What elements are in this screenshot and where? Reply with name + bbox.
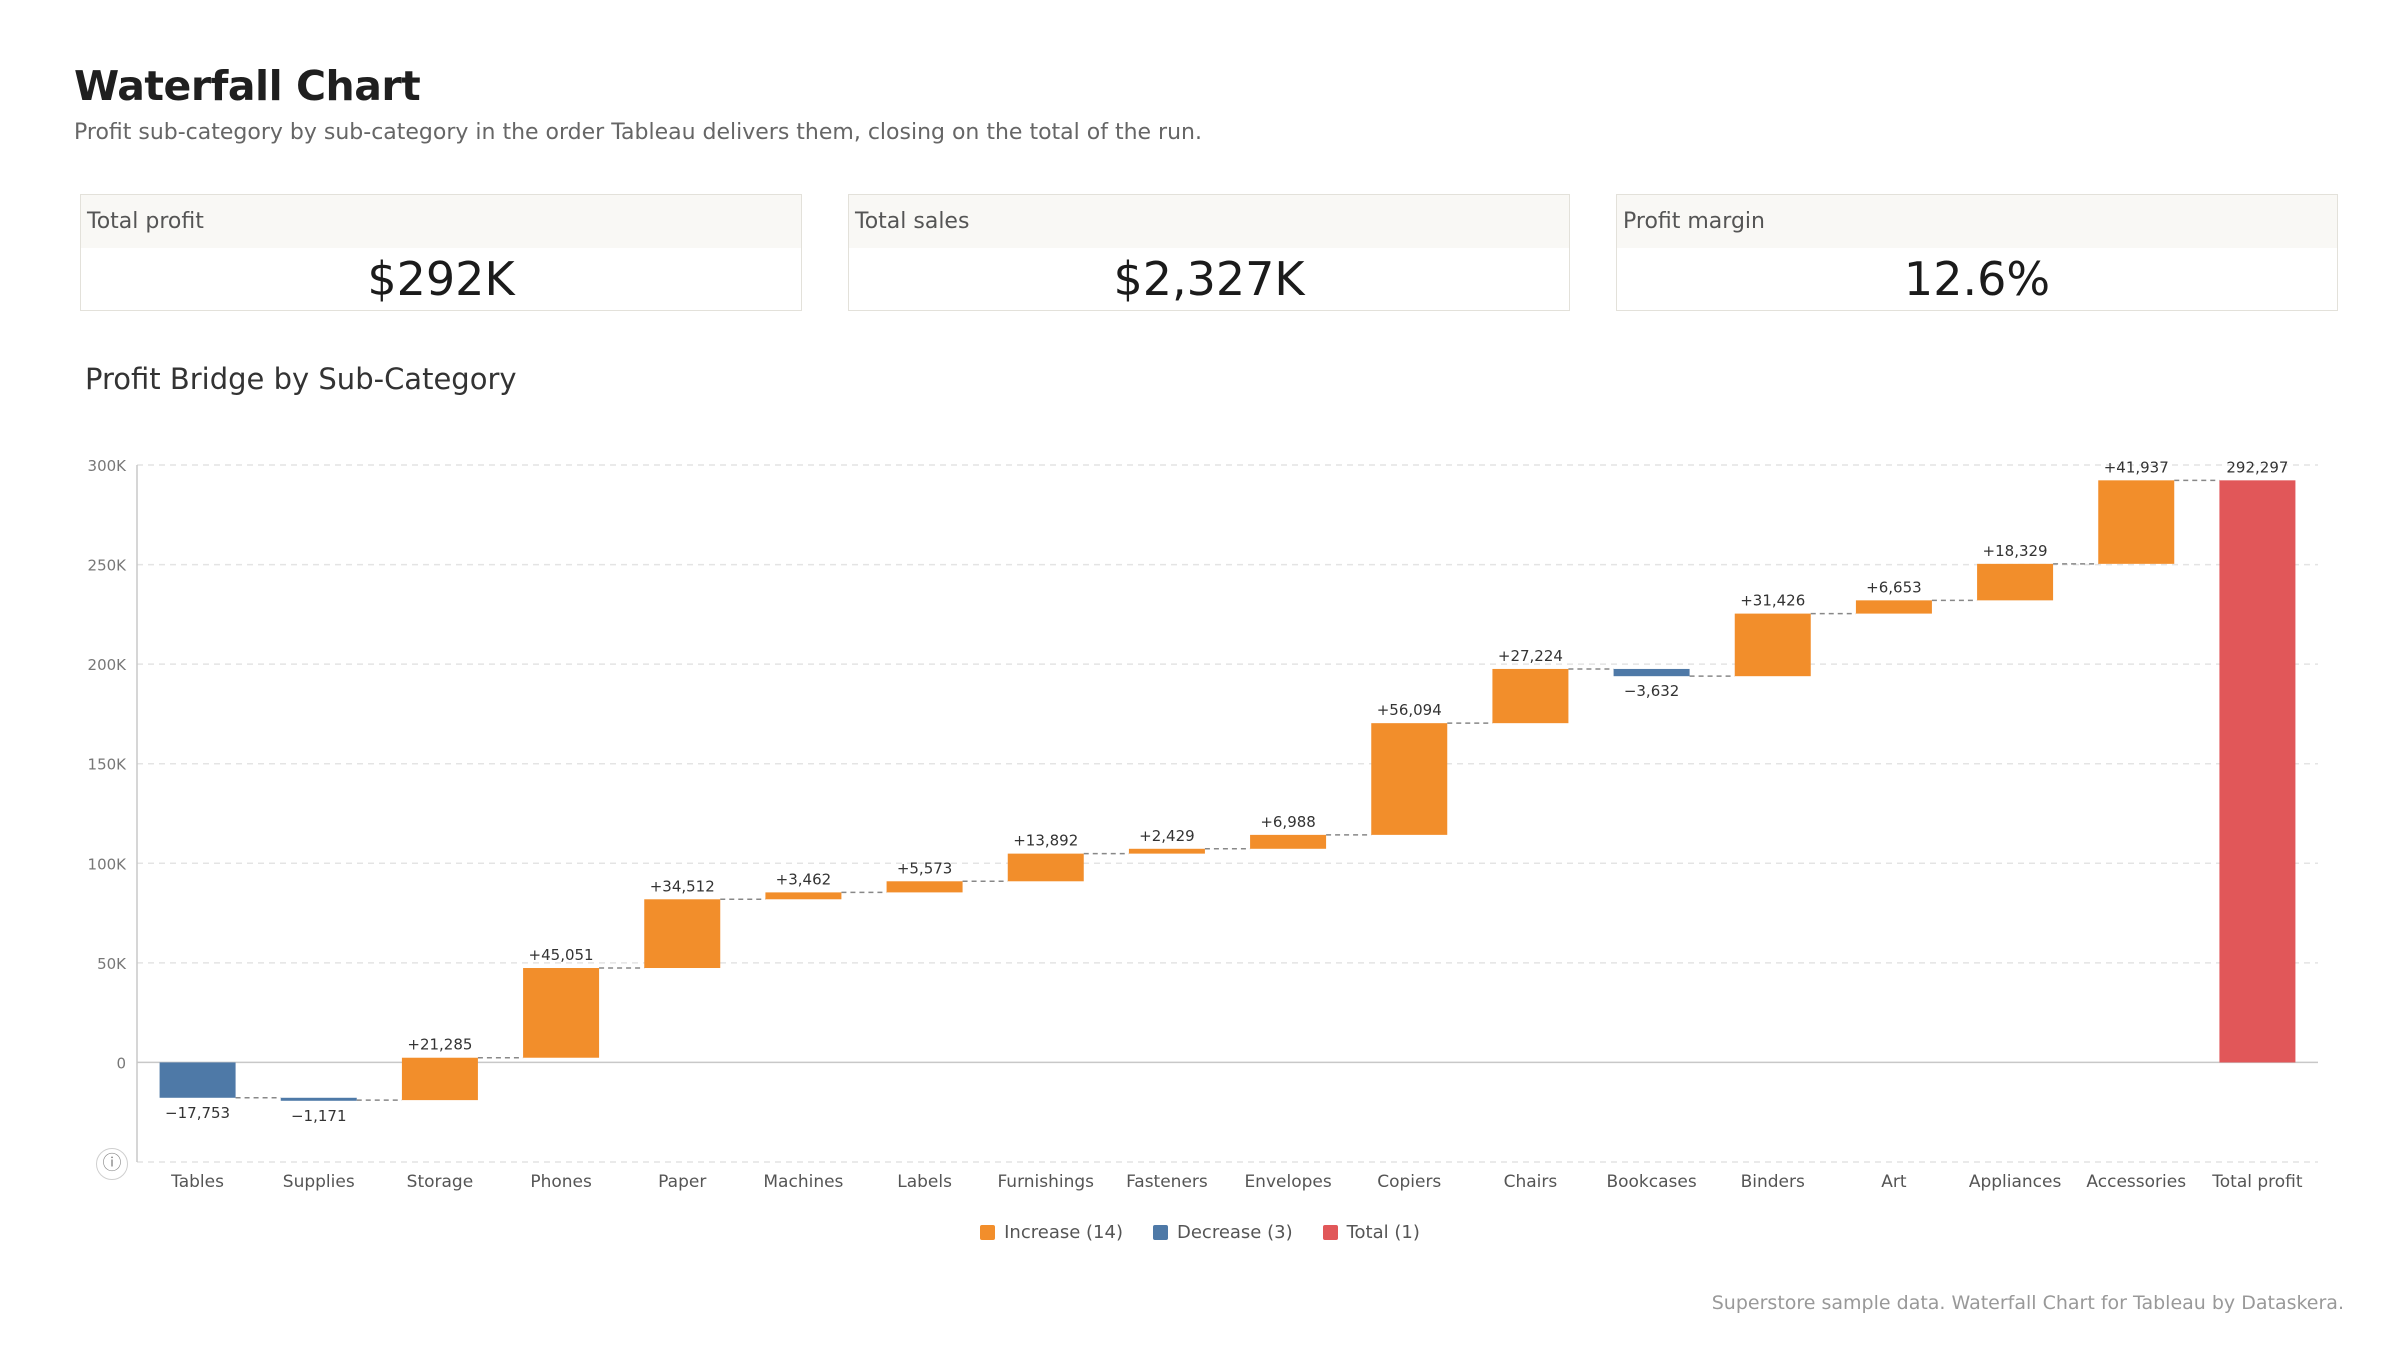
x-tick-label: Machines (763, 1172, 843, 1192)
bar-bookcases (1613, 668, 1690, 677)
legend-item-decrease[interactable]: Decrease (3) (1152, 1222, 1293, 1243)
data-label: +5,573 (897, 859, 953, 877)
y-tick-label: 300K (88, 457, 128, 475)
bar-appliances (1977, 563, 2054, 601)
data-label: +3,462 (776, 870, 832, 888)
bar-tables (159, 1062, 236, 1098)
data-label: +21,285 (407, 1036, 472, 1054)
kpi-label: Total profit (81, 195, 801, 248)
y-tick-label: 100K (88, 855, 128, 873)
data-label: +6,653 (1866, 578, 1922, 596)
footer-note: Superstore sample data. Waterfall Chart … (1711, 1292, 2344, 1314)
bar-paper (644, 899, 721, 969)
y-tick-label: 250K (88, 557, 128, 575)
data-label: −1,171 (291, 1107, 347, 1125)
x-tick-label: Phones (530, 1172, 592, 1192)
data-label: +6,988 (1260, 813, 1316, 831)
legend-item-increase[interactable]: Increase (14) (980, 1222, 1123, 1243)
legend-swatch (1152, 1225, 1168, 1240)
kpi-label: Profit margin (1617, 195, 2337, 248)
waterfall-chart: 0 50K 100K 150K 200K 250K 300K −17,753 Tables −1,… (88, 457, 2318, 1192)
legend-label: Decrease (3) (1176, 1222, 1293, 1243)
kpi-card-total-sales: Total sales $2,327K (848, 194, 1570, 311)
x-tick-label: Copiers (1377, 1172, 1441, 1192)
data-label: −17,753 (165, 1104, 230, 1122)
kpi-value: 12.6% (1903, 252, 2051, 306)
legend: Increase (14) Decrease (3) Total (1) (0, 1222, 2400, 1243)
y-tick-label: 200K (88, 656, 128, 674)
bar-phones (523, 968, 600, 1058)
data-label: +34,512 (650, 877, 715, 895)
data-label: +45,051 (529, 946, 594, 964)
bar-fasteners (1128, 848, 1205, 854)
kpi-card-total-profit: Total profit $292K (80, 194, 802, 311)
y-tick-label: 50K (97, 955, 127, 973)
chart-title: Profit Bridge by Sub-Category (85, 362, 517, 396)
bar-total-profit (2219, 480, 2296, 1063)
x-tick-label: Storage (407, 1172, 474, 1192)
x-tick-label: Paper (658, 1172, 706, 1192)
data-label: +27,224 (1498, 647, 1563, 665)
y-tick-label: 150K (88, 756, 128, 774)
bar-chairs (1492, 668, 1569, 724)
legend-swatch (980, 1225, 996, 1240)
bar-accessories (2098, 480, 2175, 564)
page-subtitle: Profit sub-category by sub-category in t… (74, 120, 1202, 145)
x-tick-label: Total profit (2211, 1172, 2303, 1192)
bar-machines (765, 892, 842, 900)
kpi-value: $292K (367, 252, 515, 306)
x-tick-label: Binders (1741, 1172, 1805, 1192)
x-tick-label: Envelopes (1244, 1172, 1331, 1192)
data-label: 292,297 (2226, 458, 2288, 476)
x-tick-label: Supplies (283, 1172, 355, 1192)
data-label: +31,426 (1740, 592, 1805, 610)
y-tick-label: 0 (116, 1054, 126, 1072)
bar-envelopes (1250, 834, 1327, 849)
data-label: +2,429 (1139, 827, 1195, 845)
x-tick-label: Tables (170, 1172, 224, 1192)
bar-furnishings (1007, 853, 1084, 882)
page-title: Waterfall Chart (74, 62, 421, 110)
x-tick-label: Art (1881, 1172, 1907, 1192)
x-tick-label: Furnishings (997, 1172, 1094, 1192)
x-tick-label: Labels (897, 1172, 952, 1192)
legend-item-total[interactable]: Total (1) (1322, 1222, 1420, 1243)
kpi-value: $2,327K (1113, 252, 1305, 306)
bar-labels (886, 881, 963, 893)
data-label: +18,329 (1983, 542, 2048, 560)
kpi-card-profit-margin: Profit margin 12.6% (1616, 194, 2338, 311)
bar-binders (1734, 613, 1811, 677)
x-tick-label: Accessories (2086, 1172, 2186, 1192)
x-tick-label: Fasteners (1126, 1172, 1208, 1192)
data-label: −3,632 (1624, 682, 1680, 700)
legend-label: Total (1) (1346, 1222, 1420, 1243)
legend-swatch (1322, 1225, 1338, 1240)
data-label: +13,892 (1013, 832, 1078, 850)
legend-label: Increase (14) (1004, 1222, 1123, 1243)
bar-supplies (280, 1097, 357, 1101)
info-icon[interactable]: ⓘ (96, 1148, 128, 1180)
bar-art (1855, 600, 1932, 614)
data-label: +56,094 (1377, 701, 1442, 719)
kpi-label: Total sales (849, 195, 1569, 248)
data-label: +41,937 (2104, 458, 2169, 476)
x-tick-label: Chairs (1504, 1172, 1558, 1192)
x-tick-label: Appliances (1969, 1172, 2062, 1192)
bar-copiers (1371, 723, 1448, 835)
x-tick-label: Bookcases (1606, 1172, 1696, 1192)
bar-storage (401, 1057, 478, 1101)
